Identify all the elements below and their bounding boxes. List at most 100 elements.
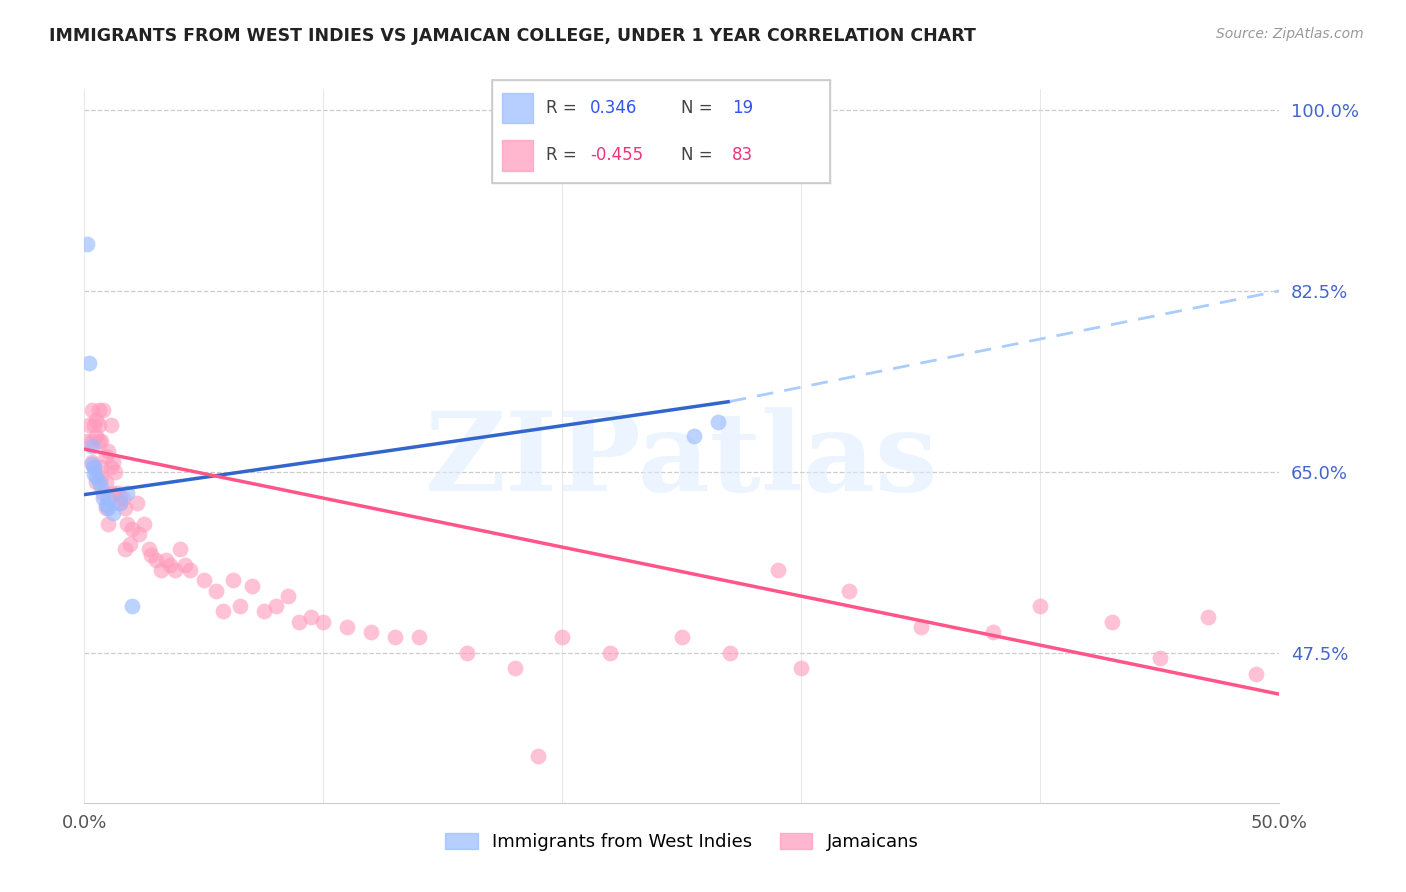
Point: [87, 402, 110, 417]
Point: [118, 537, 141, 551]
Point: [138, 542, 160, 557]
Point: [114, 542, 136, 557]
Point: [87, 434, 110, 448]
Point: [97, 491, 120, 505]
Point: [141, 548, 163, 562]
Text: 19: 19: [731, 99, 752, 117]
Point: [790, 661, 813, 675]
Point: [114, 501, 136, 516]
Point: [128, 527, 150, 541]
Point: [90, 480, 112, 494]
Point: [132, 516, 156, 531]
Text: 83: 83: [731, 146, 752, 164]
Point: [86, 475, 108, 490]
Point: [910, 620, 932, 634]
Point: [90, 459, 112, 474]
Point: [107, 485, 129, 500]
Point: [76, 434, 98, 448]
Point: [149, 563, 172, 577]
Point: [93, 491, 115, 505]
Point: [100, 418, 122, 433]
Point: [104, 465, 127, 479]
Point: [221, 574, 243, 588]
Point: [1244, 666, 1267, 681]
Point: [100, 459, 122, 474]
Point: [101, 454, 124, 468]
Point: [1197, 609, 1219, 624]
Point: [599, 646, 621, 660]
Point: [86, 428, 108, 442]
Point: [408, 630, 430, 644]
Point: [384, 630, 406, 644]
Text: -0.455: -0.455: [591, 146, 643, 164]
Point: [87, 418, 110, 433]
Point: [193, 574, 215, 588]
Point: [159, 558, 181, 572]
Point: [707, 415, 730, 429]
Point: [229, 599, 252, 614]
Point: [93, 402, 115, 417]
Point: [94, 501, 117, 516]
Point: [503, 661, 526, 675]
Text: R =: R =: [546, 99, 576, 117]
Bar: [502, 93, 533, 123]
Point: [169, 542, 191, 557]
Point: [527, 749, 550, 764]
Point: [1101, 615, 1123, 629]
Point: [83, 467, 105, 481]
Point: [125, 496, 148, 510]
Text: 0.346: 0.346: [591, 99, 637, 117]
Point: [97, 444, 120, 458]
Point: [94, 475, 117, 490]
Point: [277, 589, 299, 603]
Point: [97, 501, 120, 516]
Point: [205, 583, 228, 598]
Point: [1029, 599, 1052, 614]
Text: N =: N =: [681, 99, 713, 117]
Point: [94, 450, 117, 464]
Point: [671, 630, 693, 644]
Point: [1149, 651, 1171, 665]
Point: [551, 630, 574, 644]
Bar: [502, 140, 533, 170]
Point: [80, 434, 103, 448]
Point: [117, 516, 139, 531]
Point: [683, 428, 706, 442]
Point: [76, 237, 98, 252]
Point: [312, 615, 335, 629]
Point: [77, 356, 100, 370]
Point: [121, 522, 143, 536]
Point: [336, 620, 359, 634]
Point: [101, 485, 124, 500]
Point: [121, 599, 143, 614]
Point: [173, 558, 195, 572]
Point: [101, 506, 124, 520]
Point: [111, 491, 134, 505]
Text: R =: R =: [546, 146, 576, 164]
Point: [240, 579, 263, 593]
Point: [93, 485, 115, 500]
Point: [90, 434, 112, 448]
Point: [212, 605, 235, 619]
Point: [86, 470, 108, 484]
Point: [165, 563, 187, 577]
Point: [97, 516, 120, 531]
Text: N =: N =: [681, 146, 713, 164]
Point: [179, 563, 201, 577]
Point: [83, 459, 105, 474]
Point: [86, 413, 108, 427]
Point: [110, 491, 132, 505]
Point: [253, 605, 276, 619]
Point: [145, 553, 167, 567]
Text: Source: ZipAtlas.com: Source: ZipAtlas.com: [1216, 27, 1364, 41]
Point: [155, 553, 177, 567]
Point: [117, 485, 139, 500]
Legend: Immigrants from West Indies, Jamaicans: Immigrants from West Indies, Jamaicans: [439, 825, 925, 858]
Point: [90, 470, 112, 484]
Point: [80, 439, 103, 453]
Point: [80, 454, 103, 468]
Point: [110, 496, 132, 510]
Point: [83, 418, 105, 433]
Point: [456, 646, 478, 660]
Text: IMMIGRANTS FROM WEST INDIES VS JAMAICAN COLLEGE, UNDER 1 YEAR CORRELATION CHART: IMMIGRANTS FROM WEST INDIES VS JAMAICAN …: [49, 27, 976, 45]
